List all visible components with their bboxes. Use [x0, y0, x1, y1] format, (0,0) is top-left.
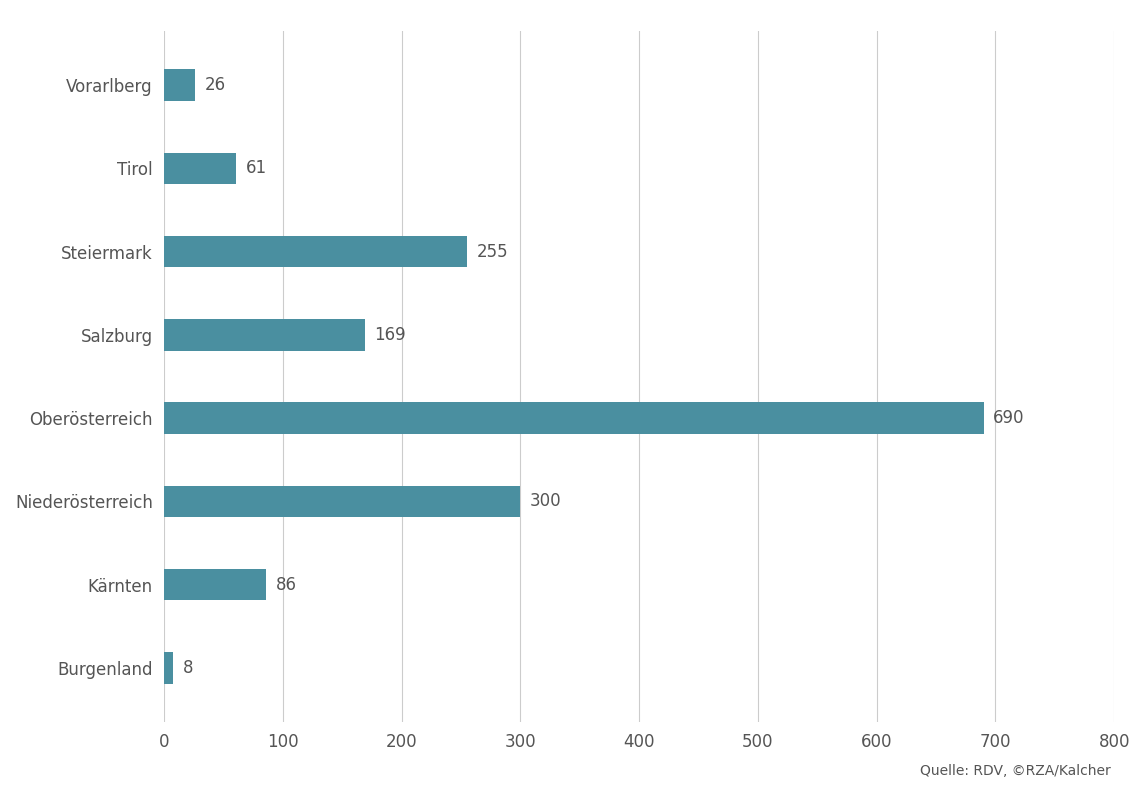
Text: Quelle: RDV, ©RZA/Kalcher: Quelle: RDV, ©RZA/Kalcher [919, 764, 1111, 778]
Bar [164, 569, 266, 600]
Bar [164, 652, 174, 684]
Bar [164, 402, 984, 434]
Text: 255: 255 [476, 243, 508, 261]
Bar [164, 152, 237, 184]
Text: 61: 61 [246, 160, 267, 177]
Text: 26: 26 [204, 76, 226, 94]
Text: 8: 8 [183, 659, 194, 677]
Bar [164, 69, 195, 101]
Text: 169: 169 [374, 326, 405, 344]
Text: 300: 300 [530, 492, 561, 511]
Bar [164, 235, 467, 267]
Bar [164, 319, 365, 350]
Text: 86: 86 [276, 575, 297, 594]
Bar [164, 485, 520, 517]
Text: 690: 690 [993, 409, 1025, 427]
